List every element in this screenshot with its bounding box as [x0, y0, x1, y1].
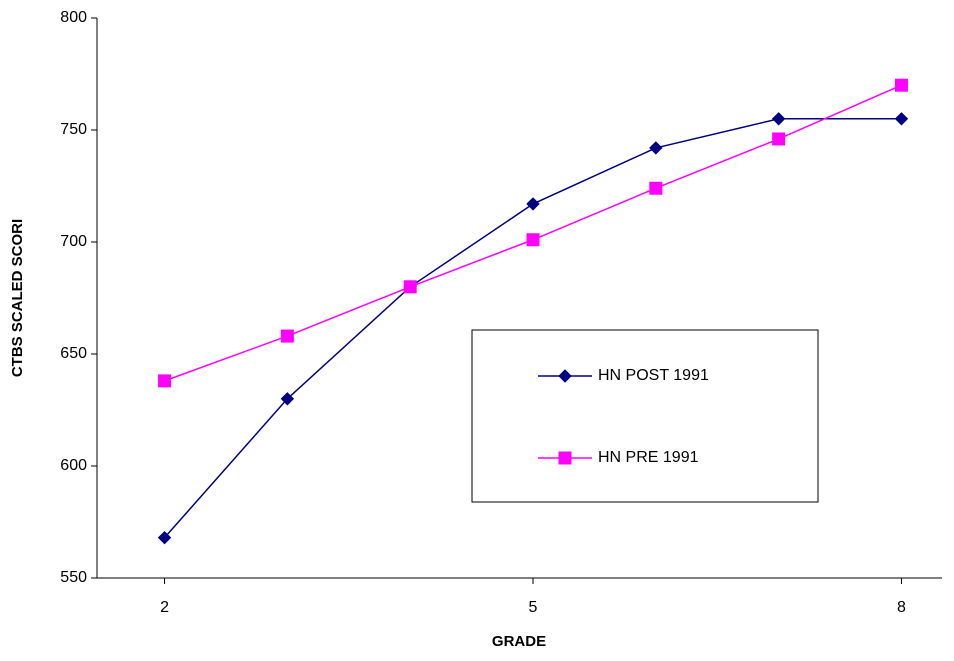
data-point [771, 112, 786, 126]
data-point [772, 132, 786, 146]
data-point [403, 280, 417, 294]
y-axis-title: CTBS SCALED SCORI [9, 219, 26, 377]
y-tick-label: 700 [60, 233, 87, 250]
data-point [280, 392, 295, 406]
y-tick-label: 650 [60, 345, 87, 362]
legend-marker [558, 369, 572, 383]
y-tick-label: 600 [60, 457, 87, 474]
y-tick-label: 750 [60, 121, 87, 138]
data-point [649, 181, 663, 195]
x-axis-title: GRADE [492, 633, 546, 650]
x-tick-label: 5 [529, 599, 538, 616]
x-tick-label: 8 [897, 599, 906, 616]
data-point [157, 530, 172, 545]
legend-box [471, 329, 819, 503]
legend-label: HN PRE 1991 [598, 449, 699, 466]
data-point [158, 374, 172, 388]
data-point [526, 233, 540, 247]
data-point [649, 141, 663, 155]
legend-label: HN POST 1991 [598, 367, 709, 384]
x-tick-label: 2 [160, 599, 169, 616]
data-point [280, 329, 294, 343]
y-tick-label: 550 [60, 569, 87, 586]
data-point [894, 78, 908, 92]
data-point [526, 197, 540, 211]
y-tick-label: 800 [60, 9, 87, 26]
data-point [894, 112, 909, 126]
legend: HN POST 1991 HN PRE 1991 [471, 329, 819, 503]
legend-marker [558, 451, 572, 465]
